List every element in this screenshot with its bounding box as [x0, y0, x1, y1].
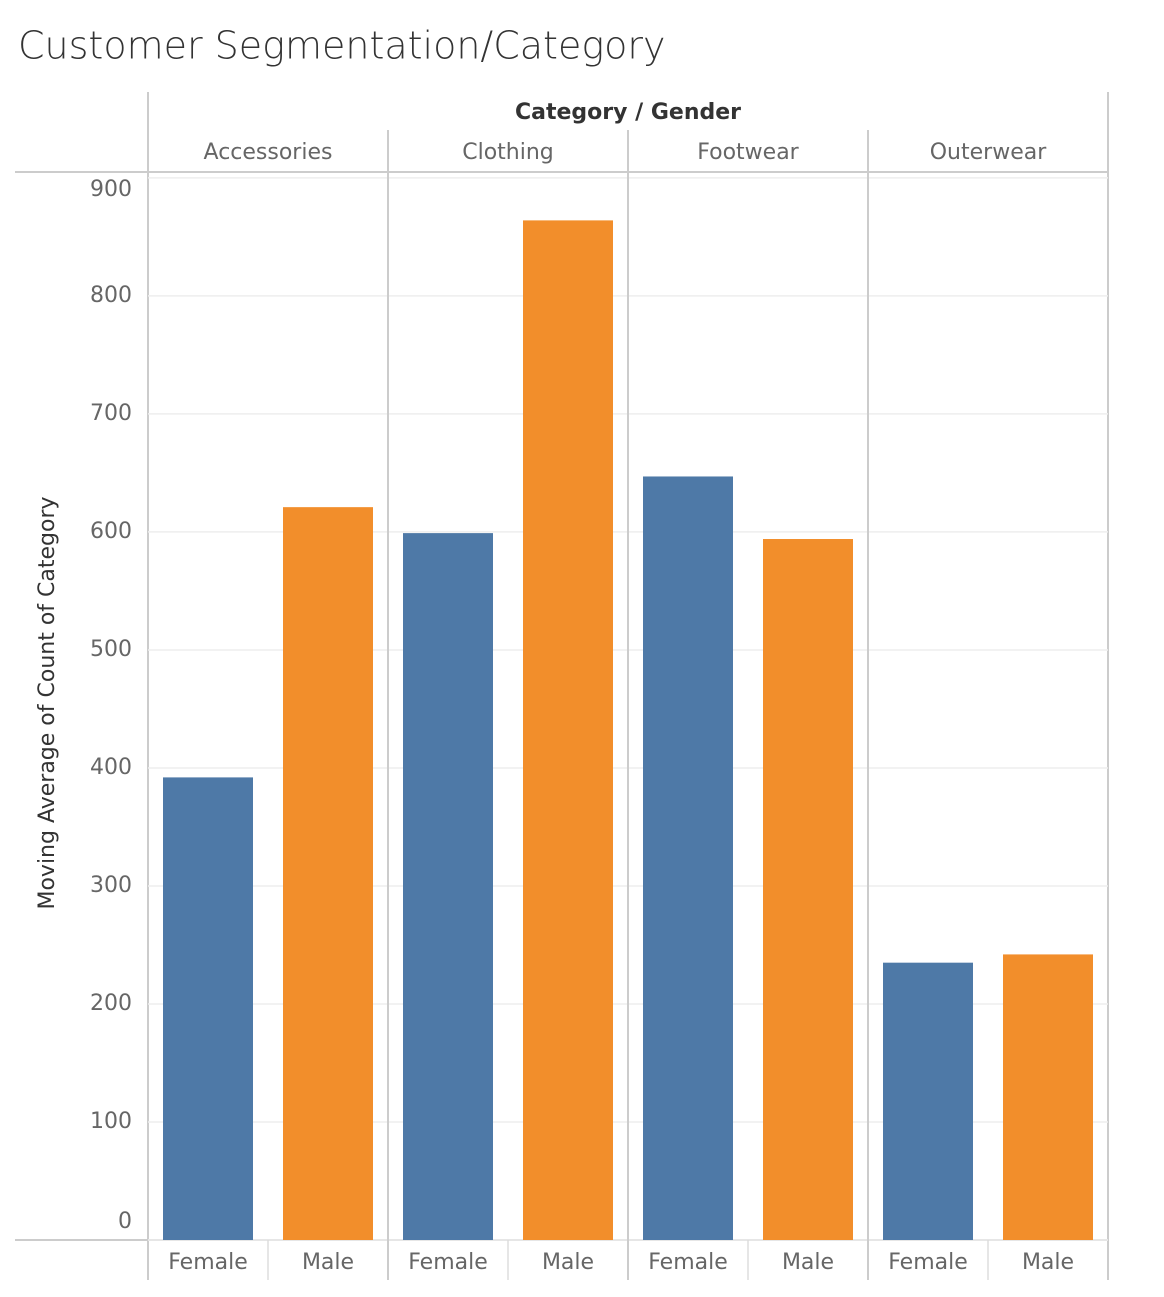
x-tick-label: Male: [302, 1250, 354, 1275]
bar: [763, 539, 853, 1240]
bar: [403, 533, 493, 1240]
category-label: Clothing: [462, 140, 554, 165]
bar: [1003, 954, 1093, 1240]
y-tick-label: 200: [90, 991, 132, 1016]
x-tick-label: Female: [648, 1250, 728, 1275]
bar: [283, 507, 373, 1240]
y-tick-label: 600: [90, 519, 132, 544]
y-tick-label: 0: [118, 1209, 132, 1234]
y-tick-label: 100: [90, 1109, 132, 1134]
category-label: Outerwear: [930, 140, 1047, 165]
y-tick-label: 400: [90, 755, 132, 780]
x-tick-label: Female: [888, 1250, 968, 1275]
y-tick-label: 500: [90, 637, 132, 662]
y-axis-title: Moving Average of Count of Category: [35, 496, 60, 909]
x-tick-label: Male: [782, 1250, 834, 1275]
chart-title: Customer Segmentation/Category: [18, 24, 665, 68]
x-tick-label: Female: [408, 1250, 488, 1275]
y-tick-label: 800: [90, 283, 132, 308]
bar: [523, 220, 613, 1241]
category-label: Footwear: [697, 140, 799, 165]
bar: [643, 476, 733, 1240]
y-tick-label: 300: [90, 873, 132, 898]
x-tick-label: Female: [168, 1250, 248, 1275]
x-tick-label: Male: [542, 1250, 594, 1275]
bar: [163, 777, 253, 1240]
category-label: Accessories: [204, 140, 333, 165]
bar: [883, 962, 973, 1240]
y-tick-label: 700: [90, 401, 132, 426]
x-axis-title: Category / Gender: [515, 100, 741, 125]
x-tick-label: Male: [1022, 1250, 1074, 1275]
y-tick-label: 900: [90, 177, 132, 202]
